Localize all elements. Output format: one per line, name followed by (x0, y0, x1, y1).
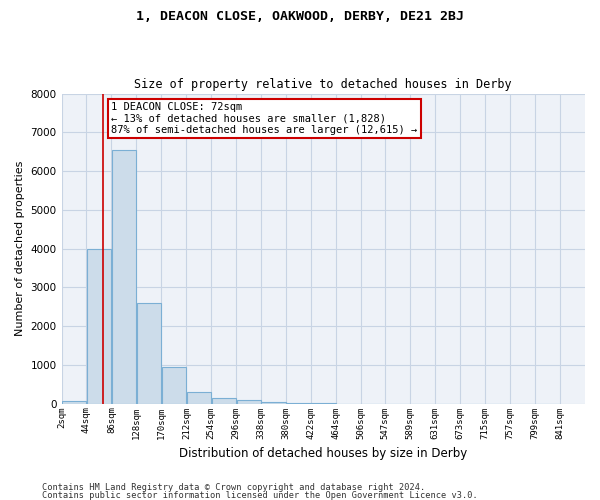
Text: Contains HM Land Registry data © Crown copyright and database right 2024.: Contains HM Land Registry data © Crown c… (42, 484, 425, 492)
Y-axis label: Number of detached properties: Number of detached properties (15, 161, 25, 336)
Text: 1, DEACON CLOSE, OAKWOOD, DERBY, DE21 2BJ: 1, DEACON CLOSE, OAKWOOD, DERBY, DE21 2B… (136, 10, 464, 23)
Bar (161, 367, 186, 404)
Bar (62, 400, 86, 404)
X-axis label: Distribution of detached houses by size in Derby: Distribution of detached houses by size … (179, 447, 467, 460)
Bar (236, 400, 261, 404)
Title: Size of property relative to detached houses in Derby: Size of property relative to detached ho… (134, 78, 512, 91)
Bar (212, 398, 236, 404)
Bar (187, 392, 211, 404)
Bar (286, 403, 311, 404)
Bar (137, 303, 161, 404)
Bar (262, 402, 286, 404)
Text: 1 DEACON CLOSE: 72sqm
← 13% of detached houses are smaller (1,828)
87% of semi-d: 1 DEACON CLOSE: 72sqm ← 13% of detached … (112, 102, 418, 136)
Text: Contains public sector information licensed under the Open Government Licence v3: Contains public sector information licen… (42, 490, 478, 500)
Bar (87, 248, 111, 404)
Bar (112, 150, 136, 404)
